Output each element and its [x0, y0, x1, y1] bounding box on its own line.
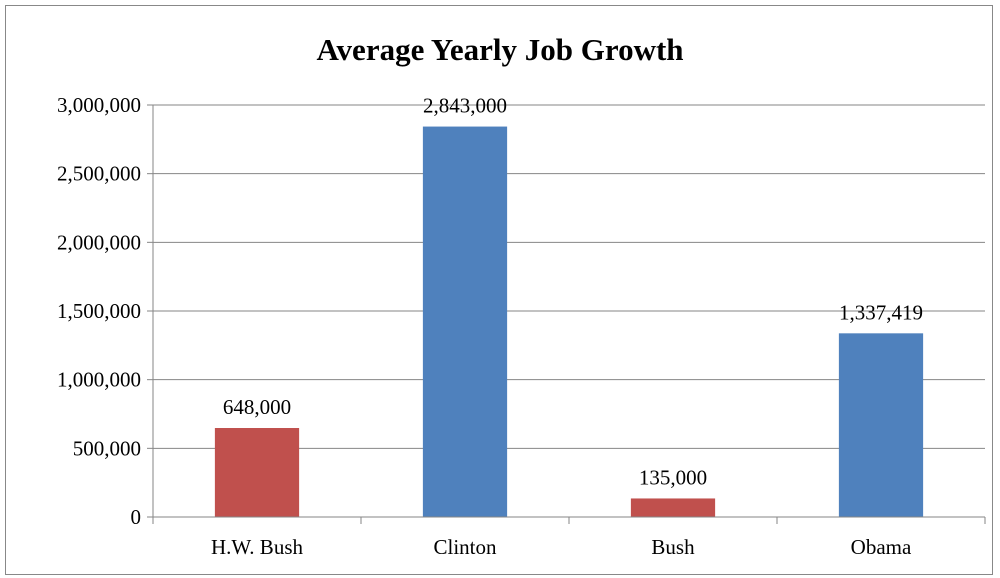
data-label: 2,843,000 [423, 94, 507, 118]
y-tick-label: 2,500,000 [57, 162, 141, 186]
y-tick-label: 500,000 [73, 436, 141, 460]
bar [630, 498, 716, 517]
y-tick-label: 3,000,000 [57, 93, 141, 117]
y-tick-label: 2,000,000 [57, 230, 141, 254]
y-tick-label: 1,000,000 [57, 368, 141, 392]
x-tick-label: Clinton [433, 535, 497, 559]
x-tick-label: H.W. Bush [211, 535, 303, 559]
bars [214, 126, 924, 517]
bar [214, 428, 300, 517]
x-tick-label: Bush [651, 535, 695, 559]
data-label: 648,000 [223, 395, 291, 419]
data-label: 1,337,419 [839, 300, 923, 324]
data-labels: 648,000 2,843,000 135,000 1,337,419 [223, 94, 923, 490]
y-tick-label: 0 [131, 505, 142, 529]
y-tick-label: 1,500,000 [57, 299, 141, 323]
chart-title: Average Yearly Job Growth [316, 32, 683, 67]
y-axis-ticks: 0 500,000 1,000,000 1,500,000 2,000,000 2,500… [57, 93, 153, 529]
bar [838, 333, 924, 517]
data-label: 135,000 [639, 465, 707, 489]
x-tick-label: Obama [851, 535, 912, 559]
x-axis-ticks: H.W. Bush Clinton Bush Obama [152, 517, 986, 559]
bar [422, 126, 508, 517]
